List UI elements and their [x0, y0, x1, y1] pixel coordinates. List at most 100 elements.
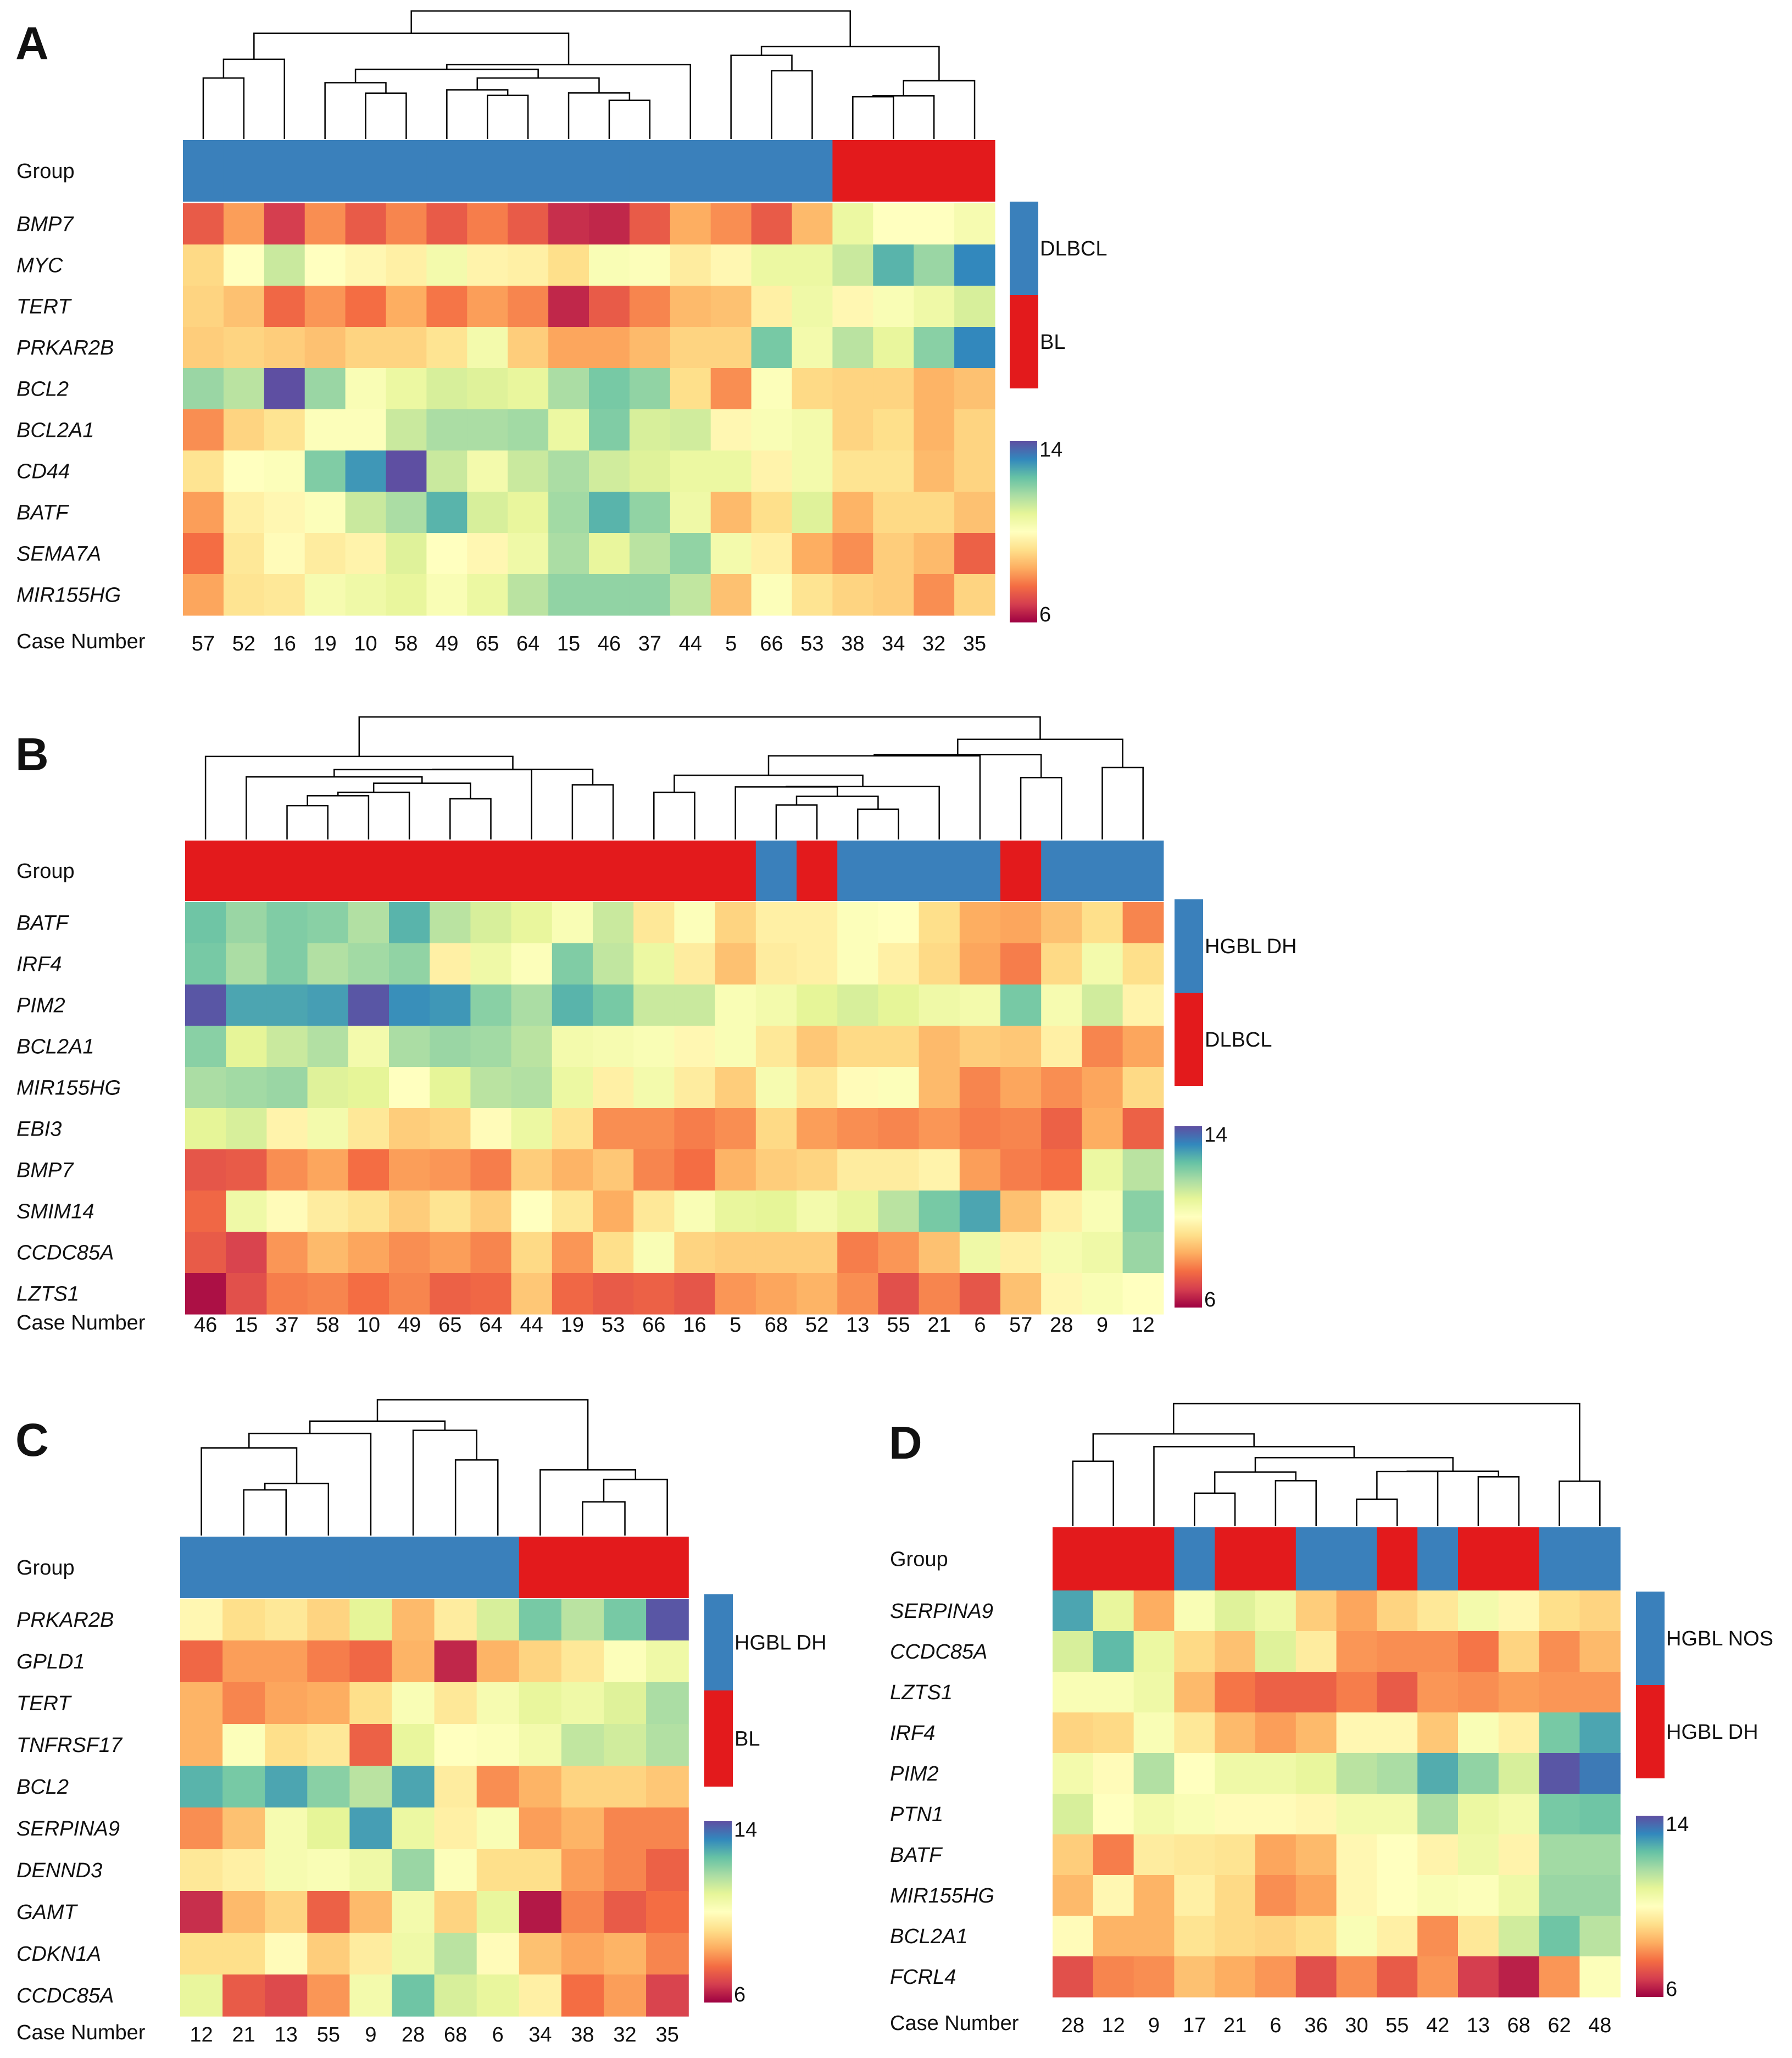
heatmap-cell: BATF / case 65: 11 [467, 492, 508, 533]
heatmap-cell: IRF4 / case 15: 11.6 [226, 943, 267, 985]
heatmap-cell: IRF4 / case 62: 12.2 [1539, 1712, 1580, 1754]
dendrogram-link [253, 32, 570, 65]
heatmap-cell: BMP7 / case 21: 9.7 [919, 1149, 960, 1191]
dendrogram-link [1376, 1470, 1439, 1526]
dendrogram-link [539, 1469, 637, 1536]
heatmap-cell: IRF4 / case 36: 8.6 [1295, 1712, 1337, 1754]
heatmap-cell: BCL2A1 / case 57: 8.8 [1000, 1026, 1042, 1067]
heatmap-cell: TERT / case 38: 9.8 [832, 286, 873, 327]
heatmap-cell: LZTS1 / case 37: 7.8 [266, 1273, 308, 1315]
heatmap-cell: EBI3 / case 52: 8.2 [797, 1108, 838, 1150]
heatmap-cell: SERPINA9 / case 9: 8.4 [1133, 1590, 1175, 1632]
heatmap-cell: TERT / case 28: 10.2 [392, 1682, 435, 1725]
heatmap-cell: BCL2A1 / case 28: 9.9 [1053, 1916, 1094, 1957]
heatmap-cell: PIM2 / case 65: 13 [430, 984, 471, 1026]
gene-label: BCL2A1 [890, 1925, 968, 1948]
heatmap-cell: BATF / case 49: 12.6 [426, 492, 468, 533]
heatmap-cell: BCL2A1 / case 66: 10.2 [633, 1026, 675, 1067]
group-cell [1295, 1527, 1337, 1590]
dendrogram-link [376, 1399, 589, 1470]
heatmap-cell: CCDC85A / case 62: 8 [1539, 1631, 1580, 1672]
heatmap-cell: EBI3 / case 6: 7.8 [959, 1108, 1001, 1150]
heatmap-cell: CD44 / case 10: 13 [345, 450, 387, 492]
case-number: 65 [476, 632, 499, 655]
heatmap-cell: CD44 / case 57: 9.3 [183, 450, 224, 492]
heatmap-cell: SMIM14 / case 52: 10.4 [797, 1191, 838, 1232]
heatmap-cell: DENND3 / case 12: 9.4 [180, 1849, 223, 1892]
case-number: 53 [800, 632, 823, 655]
heatmap-cell: BCL2 / case 32: 9 [604, 1766, 647, 1808]
heatmap-cell: BCL2A1 / case 58: 11.5 [307, 1026, 349, 1067]
heatmap-cell: LZTS1 / case 10: 7.6 [348, 1273, 389, 1315]
heatmap-cell: SERPINA9 / case 35: 7.9 [646, 1807, 689, 1850]
gene-label: CCDC85A [16, 1984, 114, 2007]
heatmap-cell: CD44 / case 5: 10.6 [710, 450, 752, 492]
heatmap-cell: PRKAR2B / case 68: 9.5 [434, 1599, 477, 1641]
heatmap-cell: BCL2 / case 66: 10.1 [751, 368, 793, 410]
heatmap-cell: BMP7 / case 65: 7.8 [467, 203, 508, 245]
heatmap-cell: SEMA7A / case 44: 11.9 [670, 533, 711, 575]
group-cell [1174, 1527, 1215, 1590]
heatmap-cell: PRKAR2B / case 38: 11.4 [561, 1599, 604, 1641]
heatmap-cell: BCL2A1 / case 44: 11.4 [511, 1026, 553, 1067]
heatmap-cell: BATF / case 48: 11.7 [1579, 1834, 1621, 1876]
heatmap-cell: LZTS1 / case 13: 8 [1458, 1672, 1499, 1713]
heatmap-cell: EBI3 / case 58: 10.4 [307, 1108, 349, 1150]
heatmap-cell: CCDC85A / case 44: 9.1 [511, 1232, 553, 1273]
heatmap-cell: BCL2A1 / case 53: 10.3 [593, 1026, 634, 1067]
heatmap-cell: BCL2 / case 21: 12.2 [222, 1766, 265, 1808]
heatmap-cell: CCDC85A / case 13: 7 [265, 1974, 308, 2017]
colorbar: 14 6 [1010, 438, 1062, 626]
heatmap-cell: LZTS1 / case 57: 8.7 [1000, 1273, 1042, 1315]
case-number: 13 [275, 2023, 298, 2046]
heatmap-cell: CCDC85A / case 10: 8.3 [348, 1232, 389, 1273]
legend-swatch [1175, 993, 1203, 1086]
heatmap-cell: CCDC85A / case 64: 7.9 [470, 1232, 512, 1273]
heatmap-cell: PRKAR2B / case 6: 11 [476, 1599, 520, 1641]
dendrogram-link [222, 58, 285, 139]
gene-label: SMIM14 [16, 1200, 94, 1223]
heatmap-cell: BMP7 / case 15: 6.6 [548, 203, 589, 245]
heatmap-cell: CCDC85A / case 6: 10.5 [959, 1232, 1001, 1273]
heatmap-cell: PRKAR2B / case 21: 9.2 [222, 1599, 265, 1641]
heatmap-cell: BMP7 / case 37: 8 [266, 1149, 308, 1191]
dendrogram-link [1194, 1492, 1236, 1526]
heatmap-cell: SERPINA9 / case 6: 10.5 [1255, 1590, 1296, 1632]
heatmap-cell: MIR155HG / case 35: 9 [954, 574, 995, 616]
case-number: 62 [1548, 2014, 1571, 2037]
heatmap-cell: IRF4 / case 49: 11.9 [389, 943, 430, 985]
heatmap-cell: CCDC85A / case 13: 7.8 [837, 1232, 878, 1273]
heatmap-cell: PRKAR2B / case 65: 10.4 [467, 327, 508, 369]
heatmap-cell: CD44 / case 44: 10.6 [670, 450, 711, 492]
heatmap-cell: MYC / case 44: 9.5 [670, 244, 711, 286]
heatmap-cell: SERPINA9 / case 62: 9.2 [1539, 1590, 1580, 1632]
heatmap-cell: PRKAR2B / case 16: 8.9 [264, 327, 305, 369]
heatmap-cell: IRF4 / case 58: 11.5 [307, 943, 349, 985]
heatmap-cell: BCL2A1 / case 57: 8 [183, 409, 224, 451]
group-cell [1093, 1527, 1134, 1590]
heatmap-cell: PTN1 / case 36: 9.8 [1295, 1794, 1337, 1835]
heatmap-cell: CDKN1A / case 13: 9.9 [265, 1933, 308, 1975]
case-number: 68 [765, 1314, 788, 1337]
heatmap-cell: BATF / case 32: 9.1 [914, 492, 955, 533]
heatmap-cell: CDKN1A / case 9: 9.5 [349, 1933, 393, 1975]
heatmap-cell: CD44 / case 58: 14 [386, 450, 427, 492]
case-number: 16 [683, 1314, 706, 1337]
heatmap-cell: MIR155HG / case 16: 9.5 [674, 1067, 716, 1109]
group-cell [1539, 1527, 1580, 1590]
heatmap-cell: IRF4 / case 52: 9.6 [797, 943, 838, 985]
heatmap-cell: SERPINA9 / case 13: 10.3 [265, 1807, 308, 1850]
heatmap-cell: BMP7 / case 34: 10 [873, 203, 914, 245]
heatmap-cell: FCRL4 / case 30: 8 [1336, 1956, 1377, 1998]
heatmap-cell: CCDC85A / case 55: 8.1 [307, 1974, 350, 2017]
case-number: 68 [444, 2023, 467, 2046]
gene-label: MIR155HG [16, 584, 121, 607]
heatmap-cell: BMP7 / case 32: 10 [914, 203, 955, 245]
column-dendrogram [204, 716, 1144, 839]
heatmap-cell: LZTS1 / case 21: 7.7 [1215, 1672, 1256, 1713]
heatmap-cell: EBI3 / case 44: 10.6 [511, 1108, 553, 1150]
group-cell [954, 140, 995, 202]
heatmap-cell: BATF / case 30: 9.8 [1336, 1834, 1377, 1876]
heatmap-cell: CDKN1A / case 28: 10.5 [392, 1933, 435, 1975]
heatmap-cell: PTN1 / case 55: 10.4 [1377, 1794, 1418, 1835]
